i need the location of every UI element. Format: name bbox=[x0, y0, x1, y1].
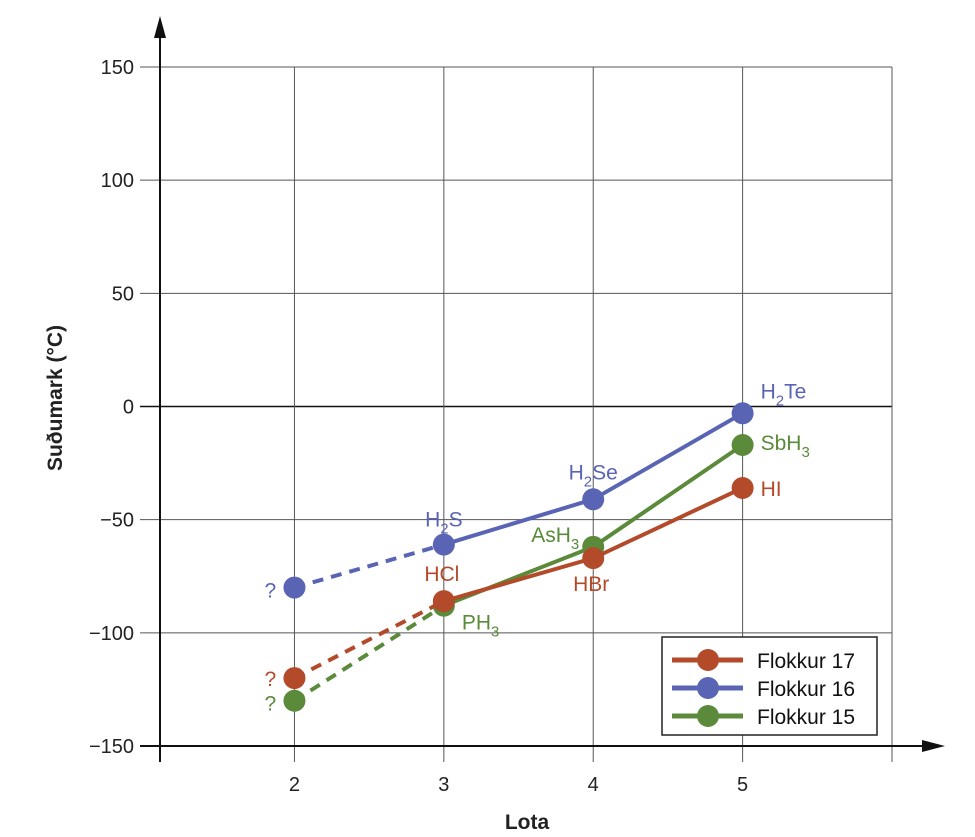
y-tick-label: 100 bbox=[101, 170, 134, 192]
legend: Flokkur 17 Flokkur 16 Flokkur 15 bbox=[661, 636, 878, 736]
data-point-flokkur-15 bbox=[283, 689, 306, 712]
x-tick-label: 3 bbox=[438, 774, 449, 796]
x-tick-label: 5 bbox=[737, 774, 748, 796]
compound-label: HI bbox=[761, 478, 782, 501]
axes bbox=[140, 16, 945, 762]
tick-labels: 150 100 50 0 −50 −100 −150 2 3 4 5 bbox=[89, 57, 748, 796]
legend-label: Flokkur 17 bbox=[757, 650, 855, 673]
unknown-value-label: ? bbox=[264, 668, 276, 691]
y-tick-label: 50 bbox=[112, 283, 134, 305]
x-tick-label: 4 bbox=[588, 774, 599, 796]
compound-label: HCl bbox=[424, 563, 459, 586]
y-axis-arrow bbox=[154, 16, 166, 38]
data-point-flokkur-16 bbox=[283, 576, 306, 599]
data-point-flokkur-16 bbox=[582, 488, 605, 511]
legend-marker bbox=[697, 677, 719, 699]
y-tick-label: 150 bbox=[101, 57, 134, 79]
legend-label: Flokkur 15 bbox=[757, 706, 855, 729]
compound-label: HBr bbox=[573, 573, 609, 596]
data-point-flokkur-15 bbox=[731, 433, 754, 456]
x-tick-label: 2 bbox=[289, 774, 300, 796]
data-point-flokkur-17 bbox=[731, 476, 754, 499]
x-axis-title: Lota bbox=[505, 811, 550, 834]
series-dashed-line-flokkur-17 bbox=[293, 599, 445, 680]
y-axis-title: Suðumark (°C) bbox=[44, 325, 67, 471]
data-point-flokkur-17 bbox=[432, 590, 455, 613]
series-dashed-line-flokkur-16 bbox=[293, 542, 445, 590]
legend-label: Flokkur 16 bbox=[757, 678, 855, 701]
legend-marker bbox=[697, 649, 719, 671]
legend-marker bbox=[697, 705, 719, 727]
compound-label: AsH3 bbox=[531, 524, 579, 553]
data-point-flokkur-17 bbox=[582, 547, 605, 570]
x-axis-arrow bbox=[922, 740, 945, 752]
compound-label: H2S bbox=[425, 509, 463, 538]
compound-label: PH3 bbox=[462, 612, 500, 641]
y-tick-label: 0 bbox=[123, 397, 134, 419]
compound-label: H2Te bbox=[761, 380, 807, 409]
y-tick-label: −100 bbox=[89, 623, 134, 645]
series-dashed-line-flokkur-15 bbox=[293, 603, 445, 703]
point-labels: ? H2S H2Se H2Te? PH3 AsH3 SbH3? HCl HBr HI bbox=[264, 380, 809, 715]
y-tick-label: −150 bbox=[89, 736, 134, 758]
y-tick-label: −50 bbox=[100, 510, 134, 532]
compound-label: SbH3 bbox=[761, 432, 810, 461]
series-layer bbox=[283, 402, 754, 712]
data-point-flokkur-17 bbox=[283, 667, 306, 690]
unknown-value-label: ? bbox=[264, 693, 276, 716]
unknown-value-label: ? bbox=[264, 580, 276, 603]
data-point-flokkur-16 bbox=[731, 402, 754, 425]
compound-label: H2Se bbox=[569, 461, 618, 490]
data-point-flokkur-16 bbox=[432, 533, 455, 556]
